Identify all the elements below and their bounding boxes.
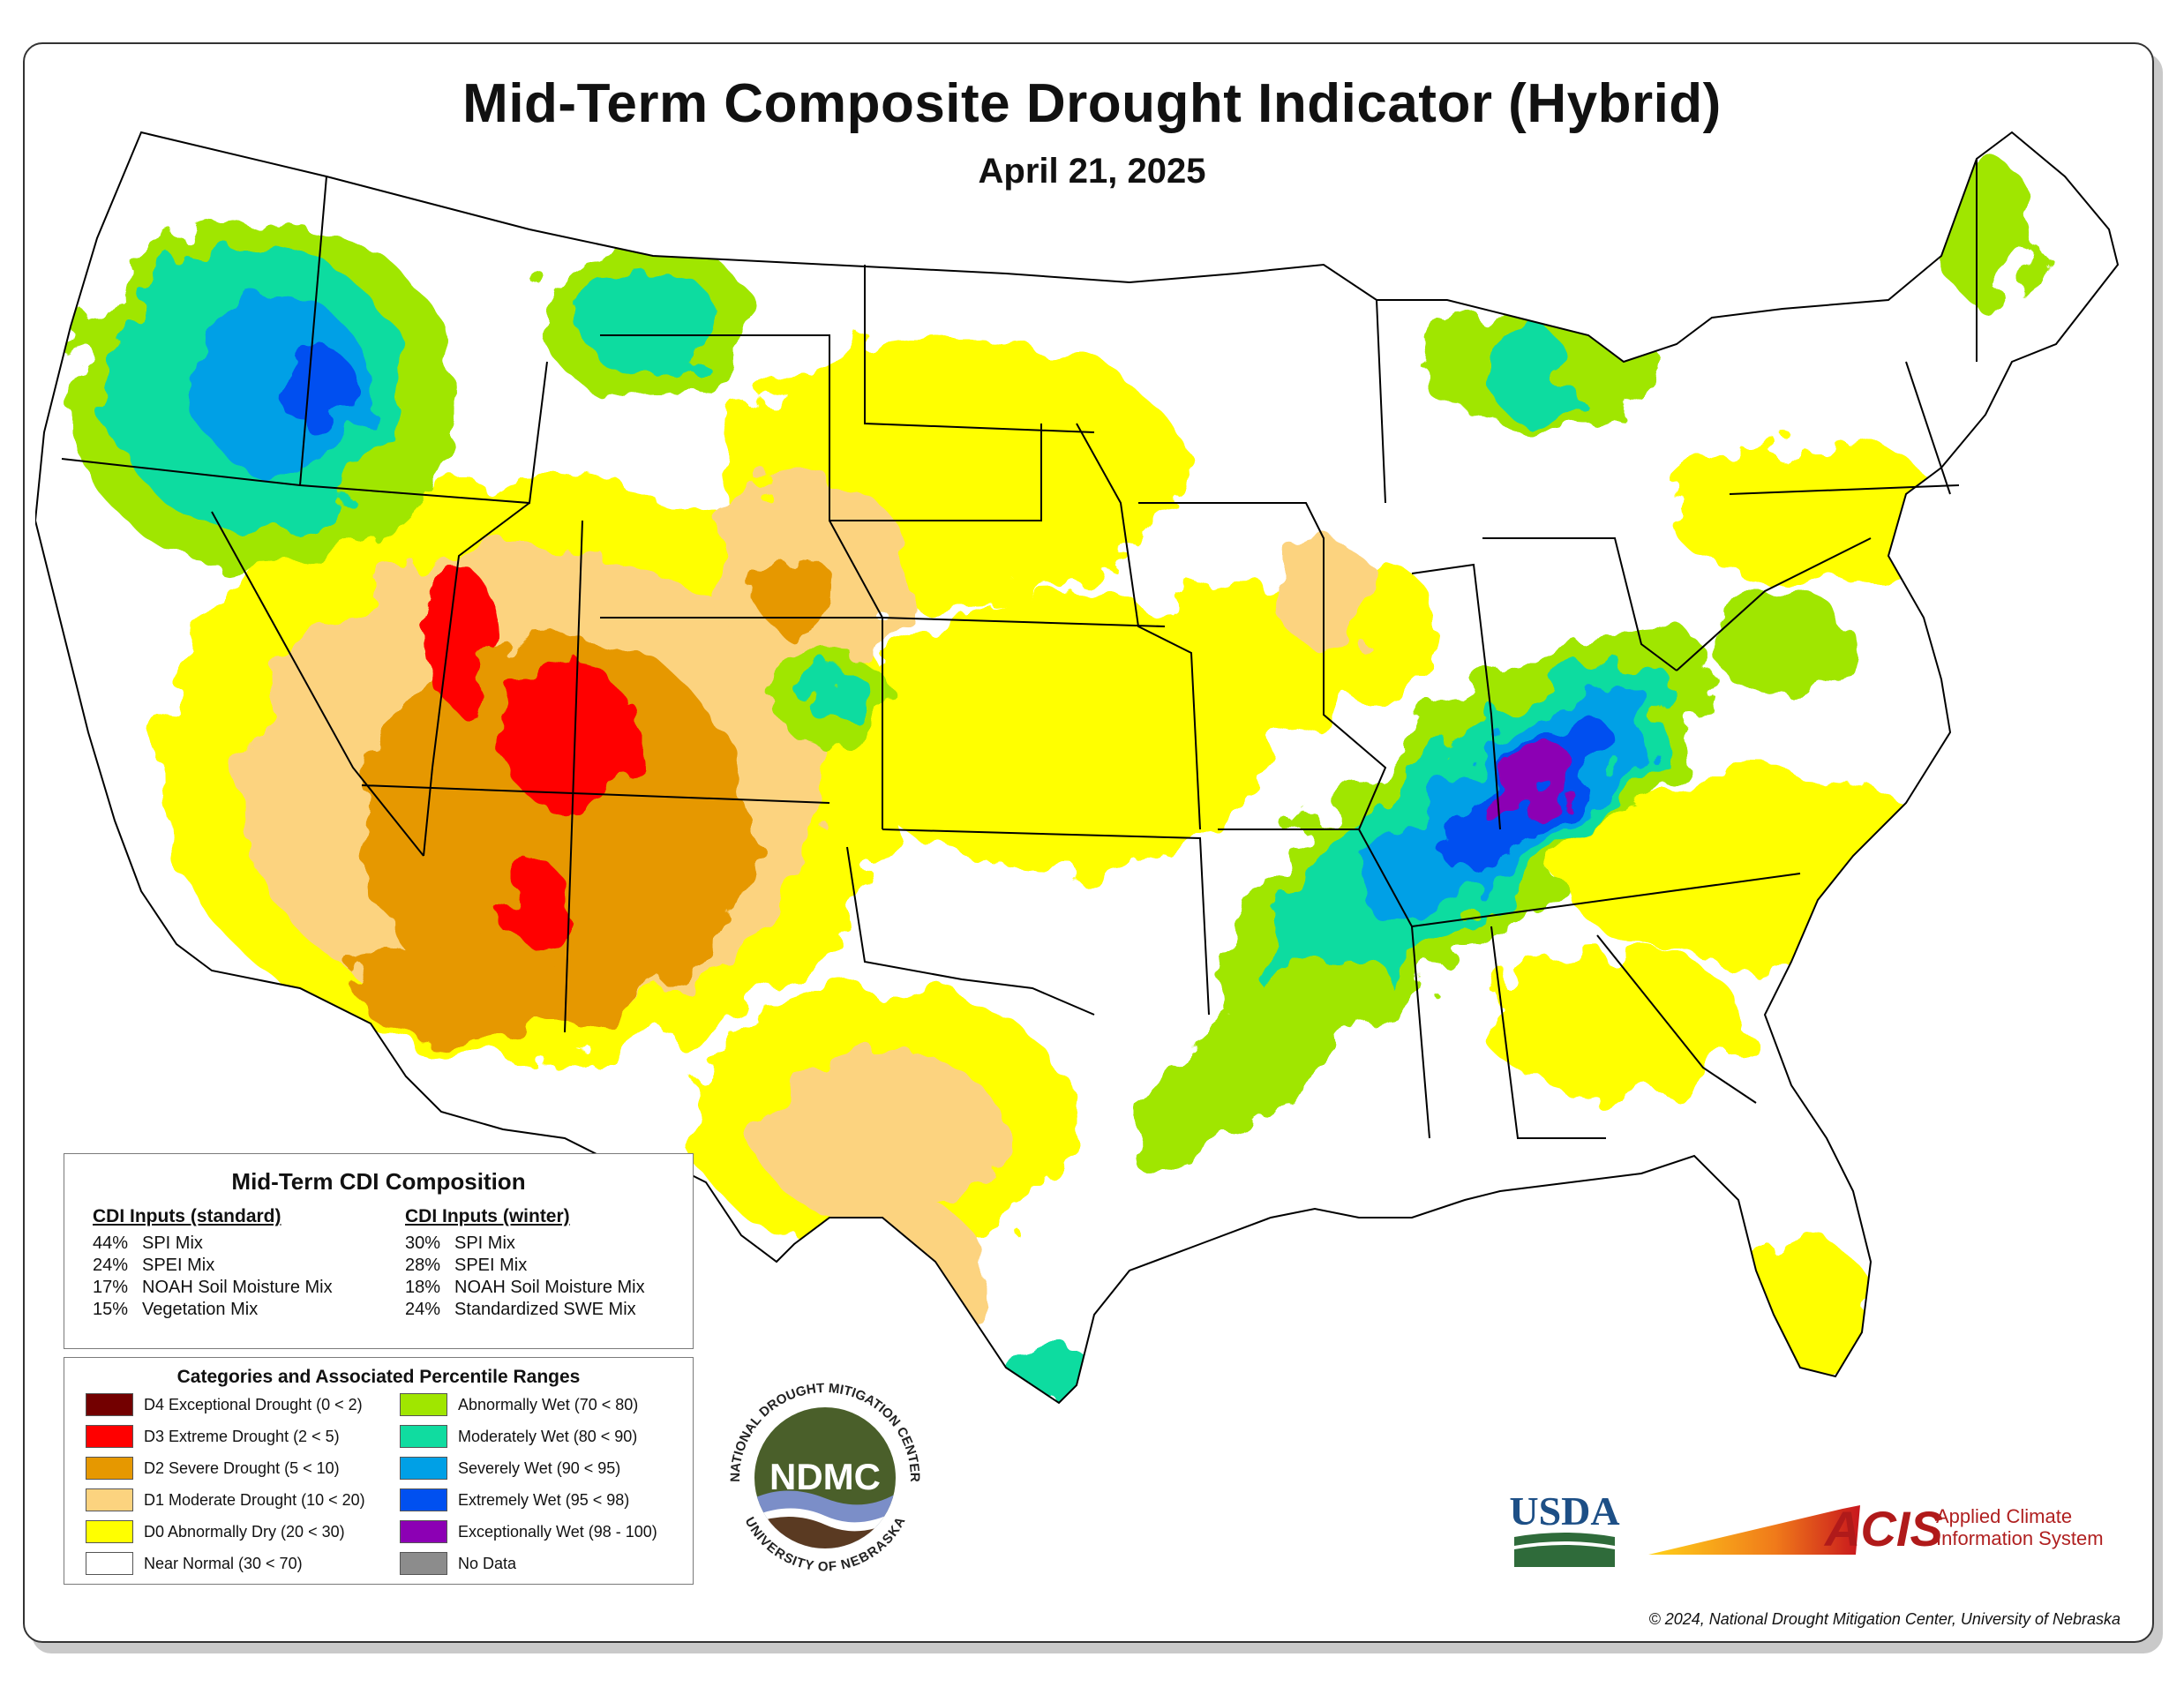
legend-item: D2 Severe Drought (5 < 10)	[86, 1457, 340, 1480]
ndmc-logo: NDMC NATIONAL DROUGHT MITIGATION CENTER …	[728, 1381, 922, 1575]
legend-swatch	[86, 1425, 133, 1448]
legend-label: Exceptionally Wet (98 - 100)	[458, 1522, 657, 1541]
legend-label: No Data	[458, 1554, 517, 1572]
ndmc-abbr: NDMC	[769, 1456, 881, 1497]
legend-item: D4 Exceptional Drought (0 < 2)	[86, 1393, 363, 1416]
legend-swatch	[400, 1488, 447, 1511]
acis-caption-line2: Information System	[1936, 1527, 2104, 1549]
standard-input-row: 17% NOAH Soil Moisture Mix	[93, 1278, 333, 1297]
winter-input-row: 30% SPI Mix	[405, 1233, 515, 1253]
standard-input-row: 15% Vegetation Mix	[93, 1300, 259, 1319]
legend-item: No Data	[400, 1552, 516, 1575]
legend-item: D3 Extreme Drought (2 < 5)	[86, 1425, 340, 1448]
acis-caption: Applied Climate Information System	[1936, 1505, 2104, 1549]
winter-inputs-column: CDI Inputs (winter) 30% SPI Mix 28% SPEI M…	[405, 1205, 645, 1321]
legend-swatch	[86, 1457, 133, 1480]
acis-logo: ACIS	[1648, 1501, 1943, 1556]
legend-label: Severely Wet (90 < 95)	[458, 1458, 621, 1477]
cdi-composition-box: Mid-Term CDI Composition CDI Inputs (sta…	[64, 1153, 694, 1349]
legend-label: Moderately Wet (80 < 90)	[458, 1427, 638, 1445]
legend-item: Extremely Wet (95 < 98)	[400, 1488, 629, 1511]
copyright: © 2024, National Drought Mitigation Cent…	[1648, 1610, 2120, 1628]
legend-item: Severely Wet (90 < 95)	[400, 1457, 620, 1480]
state-borders	[35, 131, 2119, 1404]
legend-swatch	[400, 1393, 447, 1416]
usda-text: USDA	[1509, 1488, 1619, 1533]
legend-swatch	[400, 1457, 447, 1480]
standard-input-row: 44% SPI Mix	[93, 1233, 203, 1253]
legend-label: D2 Severe Drought (5 < 10)	[144, 1458, 340, 1477]
composition-title: Mid-Term CDI Composition	[231, 1168, 526, 1195]
legend-label: D0 Abnormally Dry (20 < 30)	[144, 1522, 345, 1541]
standard-inputs-heading: CDI Inputs (standard)	[93, 1206, 281, 1226]
legend-label: D1 Moderate Drought (10 < 20)	[144, 1490, 365, 1509]
standard-input-row: 24% SPEI Mix	[93, 1256, 215, 1275]
legend-item: D1 Moderate Drought (10 < 20)	[86, 1488, 365, 1511]
map-title: Mid-Term Composite Drought Indicator (Hy…	[462, 73, 1722, 134]
legend-swatch	[400, 1425, 447, 1448]
acis-caption-line1: Applied Climate	[1936, 1505, 2073, 1527]
winter-input-row: 18% NOAH Soil Moisture Mix	[405, 1278, 645, 1297]
legend-label: Near Normal (30 < 70)	[144, 1554, 303, 1572]
legend-item: Abnormally Wet (70 < 80)	[400, 1393, 638, 1416]
winter-input-row: 24% Standardized SWE Mix	[405, 1300, 636, 1319]
map-date: April 21, 2025	[978, 152, 1206, 191]
legend-swatch	[400, 1552, 447, 1575]
categories-legend: Categories and Associated Percentile Ran…	[64, 1357, 694, 1585]
legend-label: D3 Extreme Drought (2 < 5)	[144, 1427, 340, 1445]
legend-swatch	[86, 1520, 133, 1543]
legend-label: Abnormally Wet (70 < 80)	[458, 1395, 639, 1413]
usda-logo: USDA	[1509, 1488, 1620, 1567]
legend-title: Categories and Associated Percentile Ran…	[176, 1367, 581, 1387]
legend-label: D4 Exceptional Drought (0 < 2)	[144, 1395, 363, 1413]
legend-item: Near Normal (30 < 70)	[86, 1552, 303, 1575]
legend-item: D0 Abnormally Dry (20 < 30)	[86, 1520, 345, 1543]
legend-swatch	[86, 1393, 133, 1416]
standard-inputs-column: CDI Inputs (standard) 44% SPI Mix 24% SPEI…	[93, 1205, 333, 1321]
legend-item: Exceptionally Wet (98 - 100)	[400, 1520, 657, 1543]
legend-item: Moderately Wet (80 < 90)	[400, 1425, 637, 1448]
winter-inputs-heading: CDI Inputs (winter)	[405, 1206, 570, 1226]
winter-input-row: 28% SPEI Mix	[405, 1256, 528, 1275]
legend-swatch	[86, 1552, 133, 1575]
legend-swatch	[86, 1488, 133, 1511]
legend-label: Extremely Wet (95 < 98)	[458, 1490, 630, 1509]
legend-swatch	[400, 1520, 447, 1543]
drought-pattern	[71, 159, 2038, 1403]
acis-abbr: ACIS	[1823, 1501, 1943, 1556]
